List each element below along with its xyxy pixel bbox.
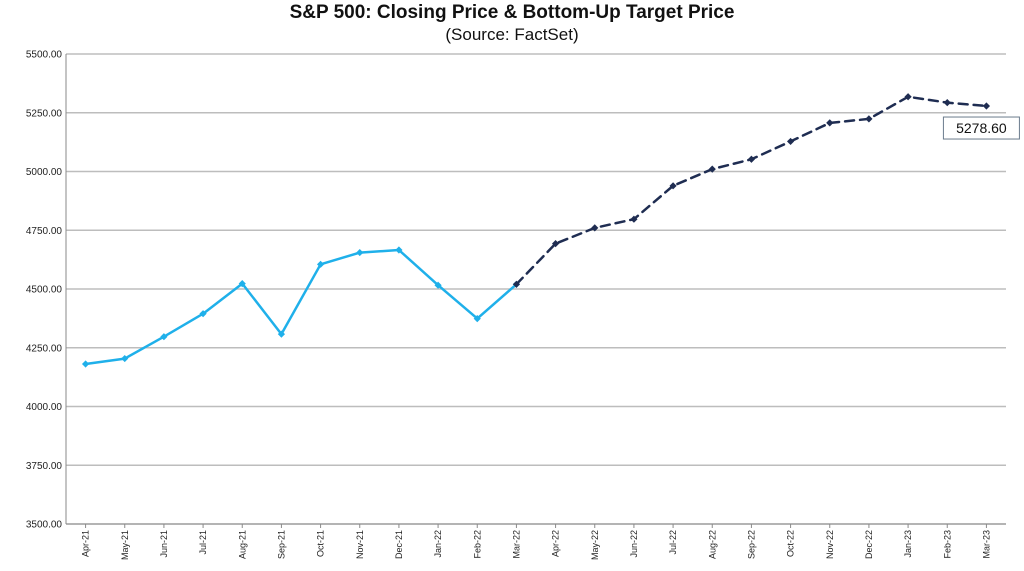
data-point <box>591 224 599 232</box>
data-point <box>160 333 168 341</box>
y-tick-label: 4750.00 <box>26 226 63 237</box>
data-point <box>512 280 521 288</box>
x-tick-label: Mar-22 <box>511 530 521 559</box>
x-tick-label: Jul-22 <box>668 530 678 555</box>
y-tick-label: 4000.00 <box>26 402 63 413</box>
x-tick-label: Nov-22 <box>825 530 835 559</box>
y-tick-label: 5250.00 <box>26 108 63 119</box>
callout-box <box>942 116 1020 140</box>
data-point <box>904 93 912 101</box>
x-tick-label: Jun-21 <box>159 530 169 558</box>
x-tick-label: Jan-22 <box>433 530 443 558</box>
data-point <box>865 115 873 123</box>
data-point <box>199 310 207 318</box>
y-axis: 3500.00 3750.00 4000.00 4250.00 4500.00 4750.… <box>26 50 67 531</box>
x-tick-label: Sep-22 <box>746 530 756 559</box>
data-point <box>395 246 403 254</box>
x-tick-label: Apr-21 <box>81 530 91 557</box>
data-point <box>356 248 364 257</box>
chart-title: S&P 500: Closing Price & Bottom-Up Targe… <box>289 2 735 23</box>
x-tick-label: Oct-21 <box>316 530 326 557</box>
data-point <box>747 155 756 163</box>
x-axis: Apr-21 May-21 Jun-21 Jul-21 Aug-21 Sep-21 Oct-… <box>66 523 1006 560</box>
series-line-1 <box>84 248 518 366</box>
data-point <box>669 182 677 190</box>
data-point <box>630 215 638 223</box>
data-point <box>786 137 795 146</box>
data-point <box>551 240 560 248</box>
data-point <box>708 165 716 173</box>
x-tick-label: Jan-23 <box>903 530 913 558</box>
x-tick-label: Mar-23 <box>981 530 991 559</box>
x-tick-label: May-22 <box>590 530 600 560</box>
x-tick-label: May-21 <box>120 530 130 560</box>
x-tick-label: Oct-22 <box>786 530 796 557</box>
series-line-2 <box>515 95 988 286</box>
data-point <box>238 279 246 288</box>
x-tick-label: Aug-22 <box>707 530 717 559</box>
x-tick-label: Dec-22 <box>864 530 874 559</box>
callout-label: 5278.60 <box>956 120 1007 136</box>
data-point <box>943 99 951 107</box>
y-tick-label: 5500.00 <box>26 50 63 61</box>
y-tick-label: 3500.00 <box>26 520 63 531</box>
x-tick-label: Dec-21 <box>394 530 404 559</box>
x-tick-label: Aug-21 <box>237 530 247 559</box>
x-tick-label: Apr-22 <box>551 530 561 557</box>
gridlines <box>66 53 1006 525</box>
data-point <box>316 260 325 268</box>
data-point <box>826 119 834 127</box>
x-tick-label: Jul-21 <box>198 530 208 555</box>
chart-subtitle: (Source: FactSet) <box>445 25 579 44</box>
y-tick-label: 4250.00 <box>26 343 63 354</box>
data-point <box>434 281 442 289</box>
data-point <box>121 354 129 363</box>
data-point <box>81 360 90 368</box>
data-point <box>277 330 286 338</box>
data-point <box>982 102 991 110</box>
x-tick-label: Jun-22 <box>629 530 639 558</box>
y-tick-label: 5000.00 <box>26 167 63 178</box>
y-tick-label: 3750.00 <box>26 461 63 472</box>
x-tick-label: Feb-23 <box>942 530 952 559</box>
y-tick-label: 4500.00 <box>26 285 63 296</box>
data-point <box>473 315 481 323</box>
x-tick-label: Nov-21 <box>355 530 365 559</box>
x-tick-label: Sep-21 <box>276 530 286 559</box>
x-tick-label: Feb-22 <box>472 530 482 559</box>
annotations: 5278.60 <box>942 116 1020 140</box>
series-lines <box>81 93 991 368</box>
